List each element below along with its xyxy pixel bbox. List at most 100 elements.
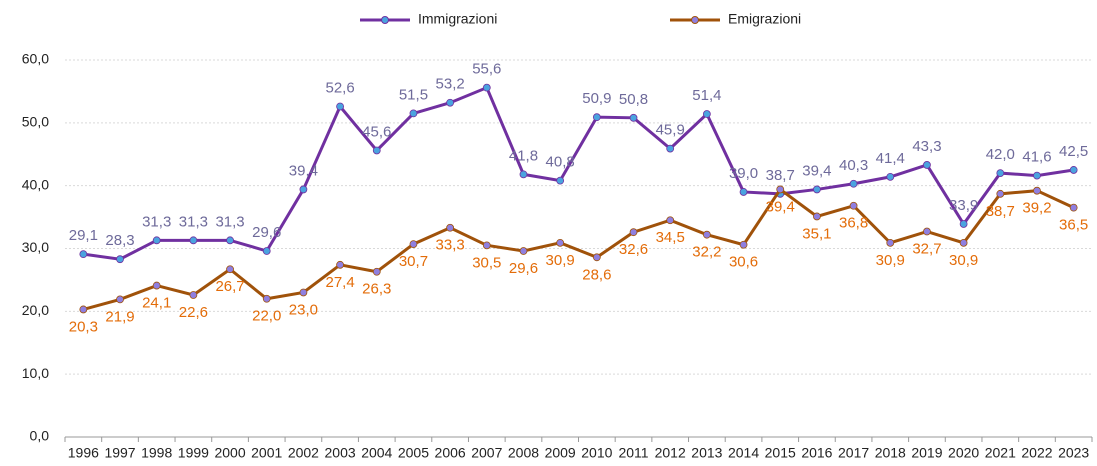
x-tick-label: 1999 <box>178 445 209 461</box>
point <box>409 109 418 118</box>
value-label: 30,9 <box>546 252 575 269</box>
value-label: 33,9 <box>949 197 978 214</box>
value-label: 45,6 <box>362 123 391 140</box>
value-label: 40,3 <box>839 157 868 174</box>
x-tick-label: 2003 <box>325 445 356 461</box>
value-label: 45,9 <box>656 122 685 139</box>
x-tick-label: 2023 <box>1058 445 1089 461</box>
value-label: 32,7 <box>912 241 941 258</box>
value-label: 43,3 <box>912 138 941 155</box>
point <box>446 223 455 232</box>
y-tick-label: 50,0 <box>22 114 49 130</box>
y-tick-label: 40,0 <box>22 176 49 192</box>
value-label: 39,0 <box>729 165 758 182</box>
y-tick-label: 20,0 <box>22 302 49 318</box>
point <box>666 216 675 225</box>
value-label: 29,6 <box>252 224 281 241</box>
value-label: 38,7 <box>986 203 1015 220</box>
point <box>923 227 931 236</box>
x-tick-label: 2015 <box>765 445 796 461</box>
point <box>116 295 124 304</box>
point <box>116 255 124 264</box>
point <box>189 236 198 245</box>
x-tick-label: 1997 <box>104 445 135 461</box>
point <box>189 291 198 299</box>
series-line <box>83 85 1074 261</box>
point <box>152 281 161 290</box>
x-tick-label: 1996 <box>68 445 99 461</box>
point <box>556 176 565 185</box>
point <box>556 238 565 247</box>
value-label: 23,0 <box>289 301 318 318</box>
value-label: 50,8 <box>619 91 648 108</box>
value-label: 27,4 <box>325 274 354 291</box>
x-tick-label: 2008 <box>508 445 539 461</box>
value-label: 32,6 <box>619 241 648 258</box>
legend-label: Immigrazioni <box>418 11 497 27</box>
value-label: 31,3 <box>142 213 171 230</box>
x-tick-label: 2016 <box>801 445 832 461</box>
x-tick-label: 2010 <box>581 445 612 461</box>
value-label: 36,8 <box>839 215 868 232</box>
value-label: 30,9 <box>949 252 978 269</box>
point <box>152 236 161 245</box>
value-label: 32,2 <box>692 244 721 261</box>
point <box>592 253 601 262</box>
value-label: 29,6 <box>509 260 538 277</box>
x-tick-label: 2012 <box>655 445 686 461</box>
value-label: 30,7 <box>399 253 428 270</box>
value-label: 52,6 <box>325 79 354 96</box>
point <box>702 110 711 118</box>
value-label: 31,3 <box>179 213 208 230</box>
point <box>226 265 234 274</box>
point <box>923 161 931 169</box>
point <box>886 172 895 181</box>
point <box>482 83 491 92</box>
value-label: 39,2 <box>1022 200 1051 217</box>
x-tick-label: 2022 <box>1021 445 1052 461</box>
value-label: 41,6 <box>1022 149 1051 166</box>
x-tick-label: 2001 <box>251 445 282 461</box>
point <box>409 240 418 249</box>
point <box>702 230 711 239</box>
x-tick-label: 2009 <box>545 445 576 461</box>
value-label: 51,4 <box>692 87 721 104</box>
x-tick-label: 2006 <box>435 445 466 461</box>
value-label: 51,5 <box>399 86 428 103</box>
point <box>79 250 88 259</box>
x-tick-label: 2020 <box>948 445 979 461</box>
point <box>299 288 308 297</box>
point <box>1069 166 1078 174</box>
point <box>482 241 491 250</box>
value-label: 42,0 <box>986 146 1015 163</box>
value-label: 34,5 <box>656 229 685 246</box>
value-label: 39,4 <box>766 198 795 215</box>
value-label: 35,1 <box>802 225 831 242</box>
legend-label: Emigrazioni <box>728 11 801 27</box>
value-label: 30,9 <box>876 252 905 269</box>
point <box>996 189 1005 198</box>
point <box>849 179 858 188</box>
x-tick-label: 2005 <box>398 445 429 461</box>
value-label: 29,1 <box>69 227 98 244</box>
value-label: 38,7 <box>766 167 795 184</box>
x-tick-label: 2000 <box>214 445 245 461</box>
point <box>1033 186 1041 195</box>
value-label: 26,7 <box>215 278 244 295</box>
value-label: 21,9 <box>105 308 134 325</box>
point <box>886 238 895 247</box>
x-tick-label: 2013 <box>691 445 722 461</box>
point <box>79 305 88 314</box>
point <box>226 236 234 245</box>
value-label: 30,6 <box>729 254 758 271</box>
point <box>446 98 455 107</box>
point <box>1033 171 1041 180</box>
x-tick-label: 2014 <box>728 445 759 461</box>
point <box>996 169 1005 178</box>
y-tick-label: 10,0 <box>22 365 49 381</box>
series-line <box>82 187 1075 311</box>
point <box>262 247 271 255</box>
point <box>629 113 638 122</box>
value-label: 20,3 <box>69 318 98 335</box>
point <box>849 201 858 210</box>
